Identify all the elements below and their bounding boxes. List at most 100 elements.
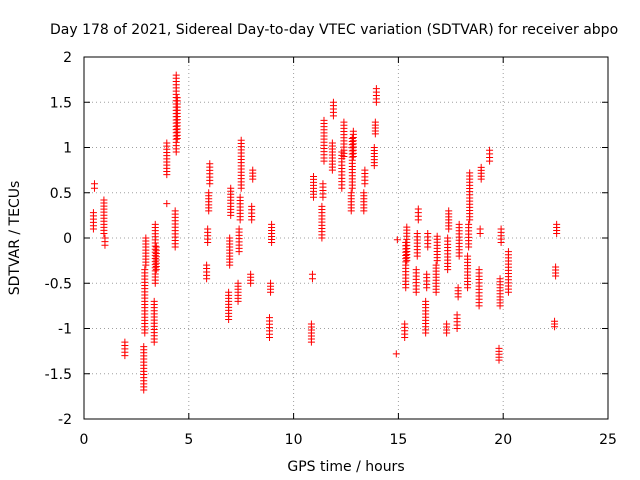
data-point: [392, 350, 400, 358]
data-point: [320, 116, 328, 124]
data-point: [433, 232, 441, 240]
data-point: [453, 311, 461, 319]
data-point: [370, 144, 378, 151]
data-point: [551, 317, 559, 325]
x-tick-label: 20: [494, 432, 512, 448]
data-point: [173, 94, 181, 102]
data-point: [424, 229, 432, 237]
data-point: [475, 266, 483, 274]
data-point: [171, 207, 179, 215]
data-point: [413, 229, 421, 237]
axis-ticks: [83, 56, 609, 420]
data-point: [496, 275, 504, 283]
y-tick-label: 2: [63, 50, 72, 66]
grid-lines: [84, 57, 608, 419]
data-point: [226, 234, 234, 242]
data-point: [465, 220, 473, 228]
data-point: [497, 225, 505, 233]
data-point: [401, 320, 409, 328]
data-point: [422, 297, 430, 305]
data-point: [203, 261, 211, 269]
data-point: [249, 166, 257, 174]
data-point: [100, 196, 108, 204]
data-point: [163, 139, 171, 147]
data-point: [361, 166, 369, 174]
data-point: [318, 202, 326, 210]
data-point: [552, 263, 560, 271]
data-point: [247, 270, 255, 278]
data-points: [89, 71, 561, 394]
data-point: [205, 189, 213, 197]
data-point: [464, 252, 472, 260]
chart-title: Day 178 of 2021, Sidereal Day-to-day VTE…: [50, 22, 618, 38]
data-point: [328, 139, 336, 147]
data-point: [360, 189, 368, 197]
data-point: [444, 234, 452, 242]
data-point: [227, 184, 235, 192]
x-axis-label: GPS time / hours: [287, 459, 404, 475]
data-point: [403, 223, 411, 231]
data-point: [204, 225, 212, 233]
data-point: [101, 234, 109, 242]
x-tick-label: 0: [80, 432, 89, 448]
data-point: [347, 189, 355, 197]
data-point: [206, 160, 214, 168]
data-point: [504, 248, 512, 256]
data-point: [163, 200, 171, 208]
x-tick-label: 15: [389, 432, 407, 448]
data-point: [432, 261, 440, 269]
data-point: [248, 202, 256, 210]
data-point: [319, 180, 327, 188]
data-point: [393, 236, 401, 244]
data-point: [225, 288, 233, 296]
data-point: [89, 209, 97, 217]
data-point: [150, 297, 158, 305]
data-point: [235, 225, 243, 233]
data-point: [486, 146, 494, 154]
x-tick-label: 5: [184, 432, 193, 448]
data-point: [151, 220, 159, 228]
data-point: [495, 344, 503, 352]
y-tick-label: -0.5: [45, 276, 72, 292]
y-tick-label: -2: [58, 412, 72, 428]
data-point: [142, 234, 150, 242]
data-point: [476, 225, 484, 233]
data-point: [414, 205, 422, 213]
data-point: [234, 279, 242, 287]
y-axis-label: SDTVAR / TECUs: [7, 181, 23, 296]
y-tick-label: -1.5: [45, 367, 72, 383]
y-tick-label: 1: [63, 141, 72, 157]
data-point: [445, 207, 453, 215]
y-tick-label: 1.5: [50, 95, 72, 111]
data-point: [308, 270, 316, 278]
data-point: [454, 284, 462, 292]
data-point: [140, 343, 148, 351]
y-tick-label: 0: [63, 231, 72, 247]
data-point: [265, 314, 273, 322]
data-point: [329, 98, 337, 106]
data-point: [443, 320, 451, 328]
y-tick-label: 0.5: [50, 186, 72, 202]
data-point: [152, 243, 160, 251]
data-point: [90, 180, 98, 188]
data-point: [236, 193, 244, 201]
data-point: [267, 279, 275, 287]
data-point: [412, 266, 420, 274]
data-point: [141, 266, 149, 274]
data-point: [423, 270, 431, 278]
data-point: [307, 320, 315, 328]
data-point: [372, 85, 380, 93]
data-point: [237, 136, 245, 144]
data-point: [268, 220, 276, 228]
x-tick-label: 25: [599, 432, 617, 448]
x-tick-label: 10: [285, 432, 303, 448]
data-point: [310, 172, 318, 180]
data-point: [553, 220, 561, 228]
data-point: [371, 118, 379, 126]
data-point: [340, 118, 348, 126]
data-point: [172, 71, 180, 79]
data-point: [349, 127, 357, 135]
data-point: [466, 169, 474, 177]
